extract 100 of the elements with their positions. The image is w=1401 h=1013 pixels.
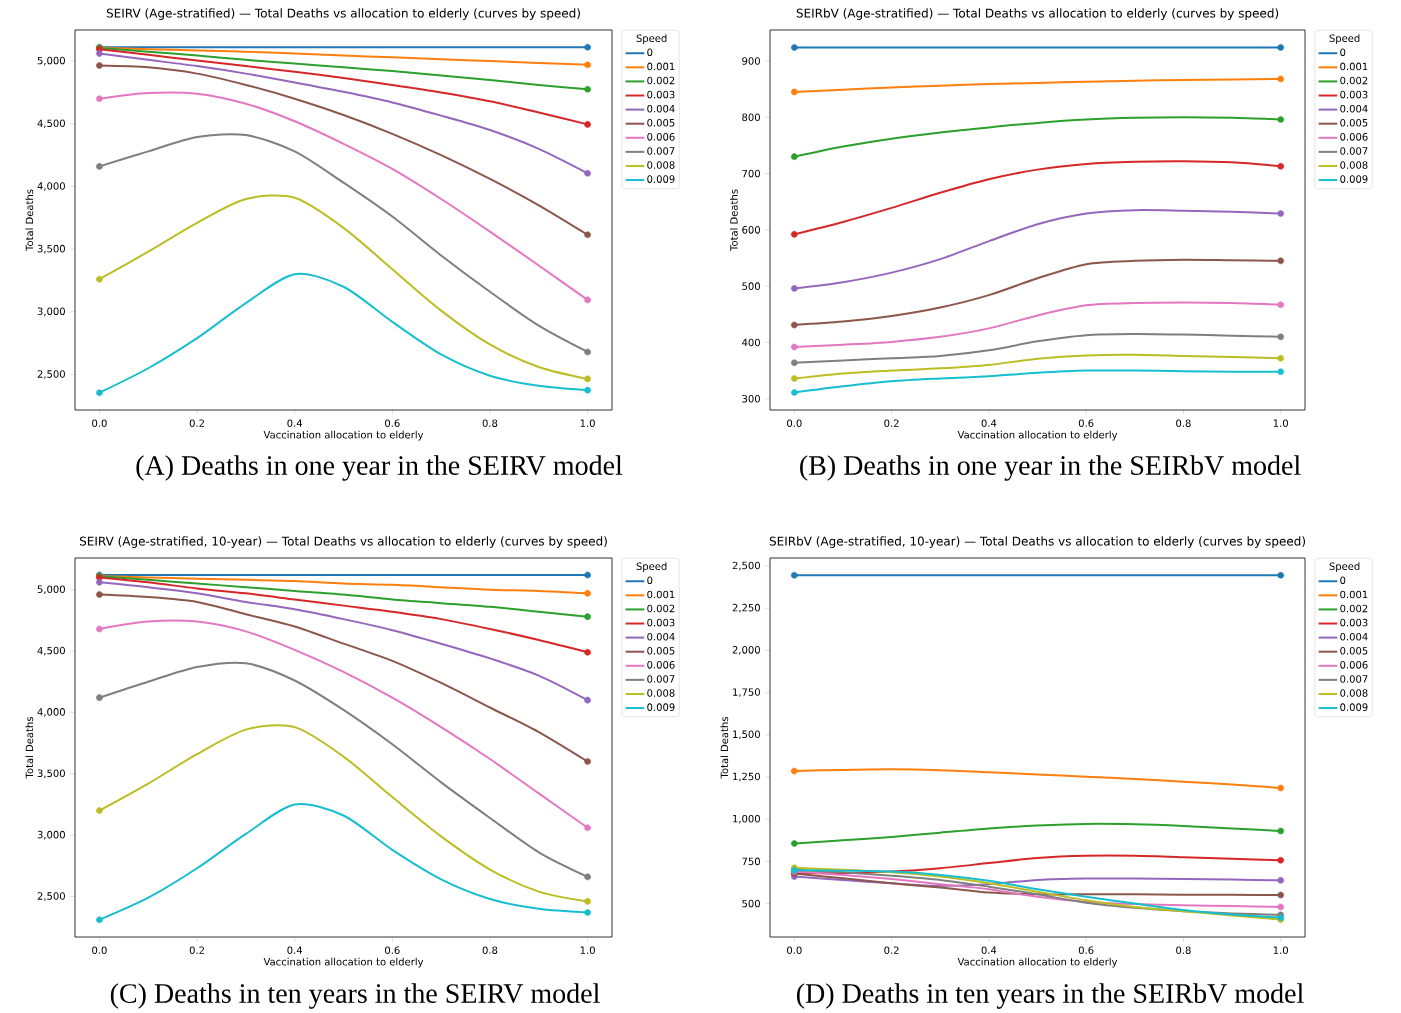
legend-label: 0.007: [1340, 147, 1368, 155]
legend-label: 0.004: [1340, 104, 1368, 113]
x-tick-label: 0.2: [189, 419, 204, 427]
legend-label: 0: [647, 48, 653, 57]
x-tick-label: 0.8: [482, 419, 498, 427]
y-tick-label: 1,000: [733, 814, 760, 824]
legend-label: 0.007: [647, 675, 675, 683]
x-tick-label: 1.0: [580, 419, 595, 427]
legend-label: 0.002: [1340, 604, 1368, 613]
legend-label: 0.001: [1340, 62, 1368, 71]
legend-label: 0.002: [1340, 76, 1368, 85]
x-tick-label: 0.6: [385, 419, 400, 427]
y-tick-label: 5,000: [37, 585, 65, 594]
chart-title: SEIRV (Age-stratified, 10-year) — Total Deaths vs allocation to elderly (curves by speed): [79, 536, 607, 548]
x-tick-label: 1.0: [580, 946, 595, 954]
y-axis-title: Total Deaths: [720, 717, 729, 779]
legend-label: 0.003: [647, 618, 675, 627]
legend-label: 0.009: [647, 703, 675, 711]
legend-label: 0.005: [1340, 646, 1368, 655]
x-tick-label: 0.4: [287, 946, 303, 954]
x-axis-title: Vaccination allocation to elderly: [957, 957, 1118, 968]
legend-label: 0.009: [1340, 703, 1368, 711]
y-tick-label: 4,000: [37, 708, 65, 717]
y-tick-label: 4,000: [37, 182, 65, 191]
legend-label: 0.009: [647, 175, 675, 183]
legend-label: 0.001: [1340, 590, 1368, 599]
x-tick-label: 0.6: [385, 946, 400, 954]
y-tick-label: 900: [742, 57, 760, 65]
legend-label: 0.001: [647, 62, 675, 71]
x-tick-label: 0.2: [884, 946, 899, 954]
legend-label: 0.002: [647, 76, 675, 85]
legend-title: Speed: [636, 34, 667, 44]
legend-label: 0.005: [1340, 118, 1368, 127]
x-tick-label: 0.0: [787, 419, 802, 427]
legend-label: 0: [1340, 576, 1346, 585]
x-tick-label: 0.0: [92, 419, 107, 427]
y-tick-label: 1,750: [733, 688, 760, 697]
x-tick-label: 0.0: [787, 946, 802, 954]
legend-label: 0: [647, 576, 653, 585]
y-tick-label: 750: [742, 857, 760, 866]
y-tick-label: 500: [742, 899, 760, 908]
legend-label: 0.006: [647, 133, 675, 141]
y-tick-label: 2,500: [37, 892, 65, 901]
y-tick-label: 3,500: [37, 244, 65, 254]
x-tick-label: 0.2: [189, 946, 204, 954]
y-tick-label: 5,000: [37, 56, 65, 66]
x-tick-label: 0.8: [1176, 946, 1191, 954]
x-tick-label: 0.6: [1078, 419, 1094, 427]
legend-label: 0.002: [647, 604, 675, 613]
y-tick-label: 2,500: [732, 561, 760, 571]
chart-title: SEIRbV (Age-stratified) — Total Deaths vs allocation to elderly (curves by speed): [796, 8, 1279, 20]
x-tick-label: 1.0: [1273, 419, 1288, 427]
legend-label: 0.008: [647, 161, 675, 169]
legend-label: 0.006: [1340, 133, 1368, 141]
y-tick-label: 800: [742, 113, 760, 122]
legend-title: Speed: [636, 562, 667, 572]
legend-label: 0.005: [647, 646, 675, 655]
legend-label: 0.008: [1340, 161, 1368, 169]
x-axis-title: Vaccination allocation to elderly: [263, 430, 424, 441]
x-tick-label: 0.0: [92, 946, 107, 954]
legend-label: 0.009: [1340, 175, 1368, 183]
x-tick-label: 0.8: [482, 946, 498, 954]
legend-label: 0.005: [647, 118, 675, 127]
y-tick-label: 2,500: [37, 370, 65, 379]
x-tick-label: 0.6: [1078, 946, 1094, 954]
x-tick-label: 0.4: [981, 946, 997, 954]
legend-label: 0.008: [647, 689, 675, 697]
legend-label: 0.007: [1340, 675, 1368, 683]
y-tick-label: 1,500: [733, 730, 760, 740]
y-axis-title: Total Deaths: [25, 717, 34, 779]
y-tick-label: 300: [742, 394, 760, 403]
x-axis-title: Vaccination allocation to elderly: [957, 430, 1118, 441]
legend-label: 0: [1340, 48, 1346, 57]
legend-label: 0.004: [1340, 632, 1368, 641]
x-tick-label: 0.4: [287, 419, 303, 427]
legend-label: 0.007: [647, 147, 675, 155]
y-tick-label: 4,500: [37, 646, 65, 656]
y-axis-title: Total Deaths: [25, 189, 34, 252]
x-tick-label: 0.8: [1176, 419, 1191, 427]
y-axis-title: Total Deaths: [729, 189, 738, 252]
y-tick-label: 4,500: [37, 119, 65, 129]
legend-label: 0.006: [647, 661, 675, 669]
y-tick-label: 400: [742, 338, 760, 347]
legend-label: 0.003: [1340, 90, 1368, 99]
y-tick-label: 2,250: [732, 603, 760, 613]
legend-title: Speed: [1329, 562, 1360, 572]
legend-label: 0.003: [1340, 618, 1368, 627]
x-tick-label: 0.2: [884, 419, 899, 427]
legend-title: Speed: [1329, 34, 1360, 44]
text: (A) Deaths in one year in the SEIRV model: [136, 455, 623, 481]
text: (C) Deaths in ten years in the SEIRV model: [110, 983, 600, 1009]
legend-label: 0.008: [1340, 689, 1368, 697]
text: (D) Deaths in ten years in the SEIRbV model: [796, 983, 1304, 1009]
legend-label: 0.004: [647, 104, 675, 113]
y-tick-label: 2,000: [732, 646, 760, 655]
y-tick-label: 3,000: [37, 830, 65, 840]
legend-label: 0.004: [647, 632, 675, 641]
y-tick-label: 3,000: [37, 307, 65, 317]
legend-label: 0.001: [647, 590, 675, 599]
x-axis-title: Vaccination allocation to elderly: [263, 957, 424, 968]
